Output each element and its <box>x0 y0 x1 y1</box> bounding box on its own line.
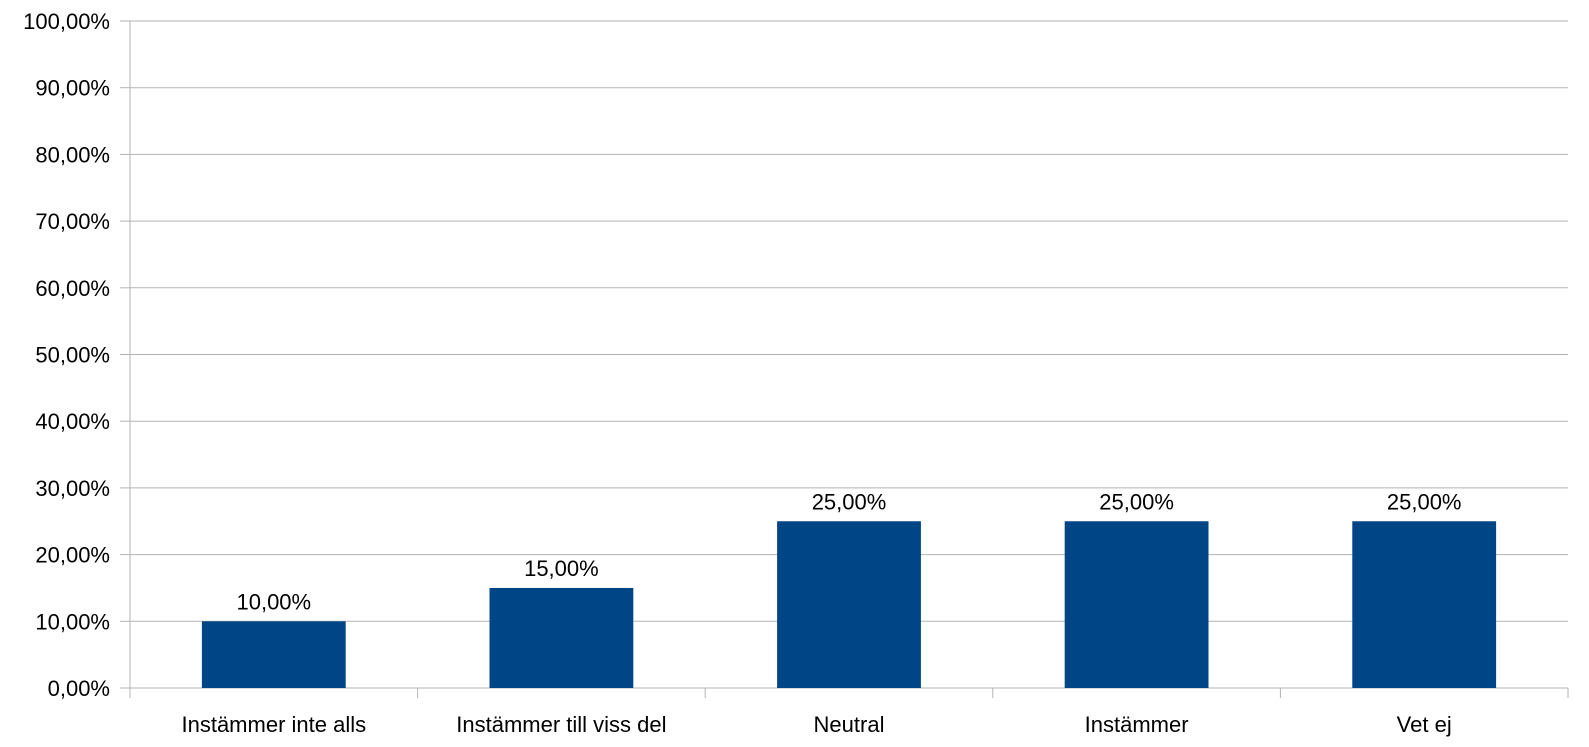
y-tick-label: 60,00% <box>35 276 110 301</box>
bar <box>1352 521 1497 688</box>
y-tick-label: 80,00% <box>35 142 110 167</box>
bar <box>489 587 634 688</box>
y-tick-label: 20,00% <box>35 543 110 568</box>
data-label: 25,00% <box>812 489 887 514</box>
y-tick-labels: 0,00% 10,00% 20,00% 30,00% 40,00% 50,00% 60,00… <box>23 9 110 701</box>
y-tick-label: 40,00% <box>35 409 110 434</box>
y-tick-label: 0,00% <box>48 676 110 701</box>
category-label: Vet ej <box>1397 712 1452 737</box>
grid-lines <box>130 20 1568 622</box>
bar <box>201 621 346 688</box>
y-tick-label: 100,00% <box>23 9 110 34</box>
bar <box>1064 521 1209 688</box>
y-tick-label: 70,00% <box>35 209 110 234</box>
data-label: 15,00% <box>524 556 599 581</box>
bars <box>201 521 1497 688</box>
category-labels: Instämmer inte alls Instämmer till viss d… <box>181 712 1451 737</box>
bar <box>777 521 921 688</box>
data-label: 25,00% <box>1387 489 1462 514</box>
category-label: Instämmer till viss del <box>456 712 666 737</box>
data-label: 25,00% <box>1099 489 1174 514</box>
data-labels: 10,00% 15,00% 25,00% 25,00% 25,00% <box>236 489 1461 614</box>
data-label: 10,00% <box>236 589 311 614</box>
y-tick-label: 90,00% <box>35 76 110 101</box>
y-tick-label: 30,00% <box>35 476 110 501</box>
y-tick-label: 10,00% <box>35 609 110 634</box>
y-tick-label: 50,00% <box>35 343 110 368</box>
category-label: Neutral <box>814 712 885 737</box>
category-label: Instämmer inte alls <box>181 712 366 737</box>
category-label: Instämmer <box>1085 712 1189 737</box>
